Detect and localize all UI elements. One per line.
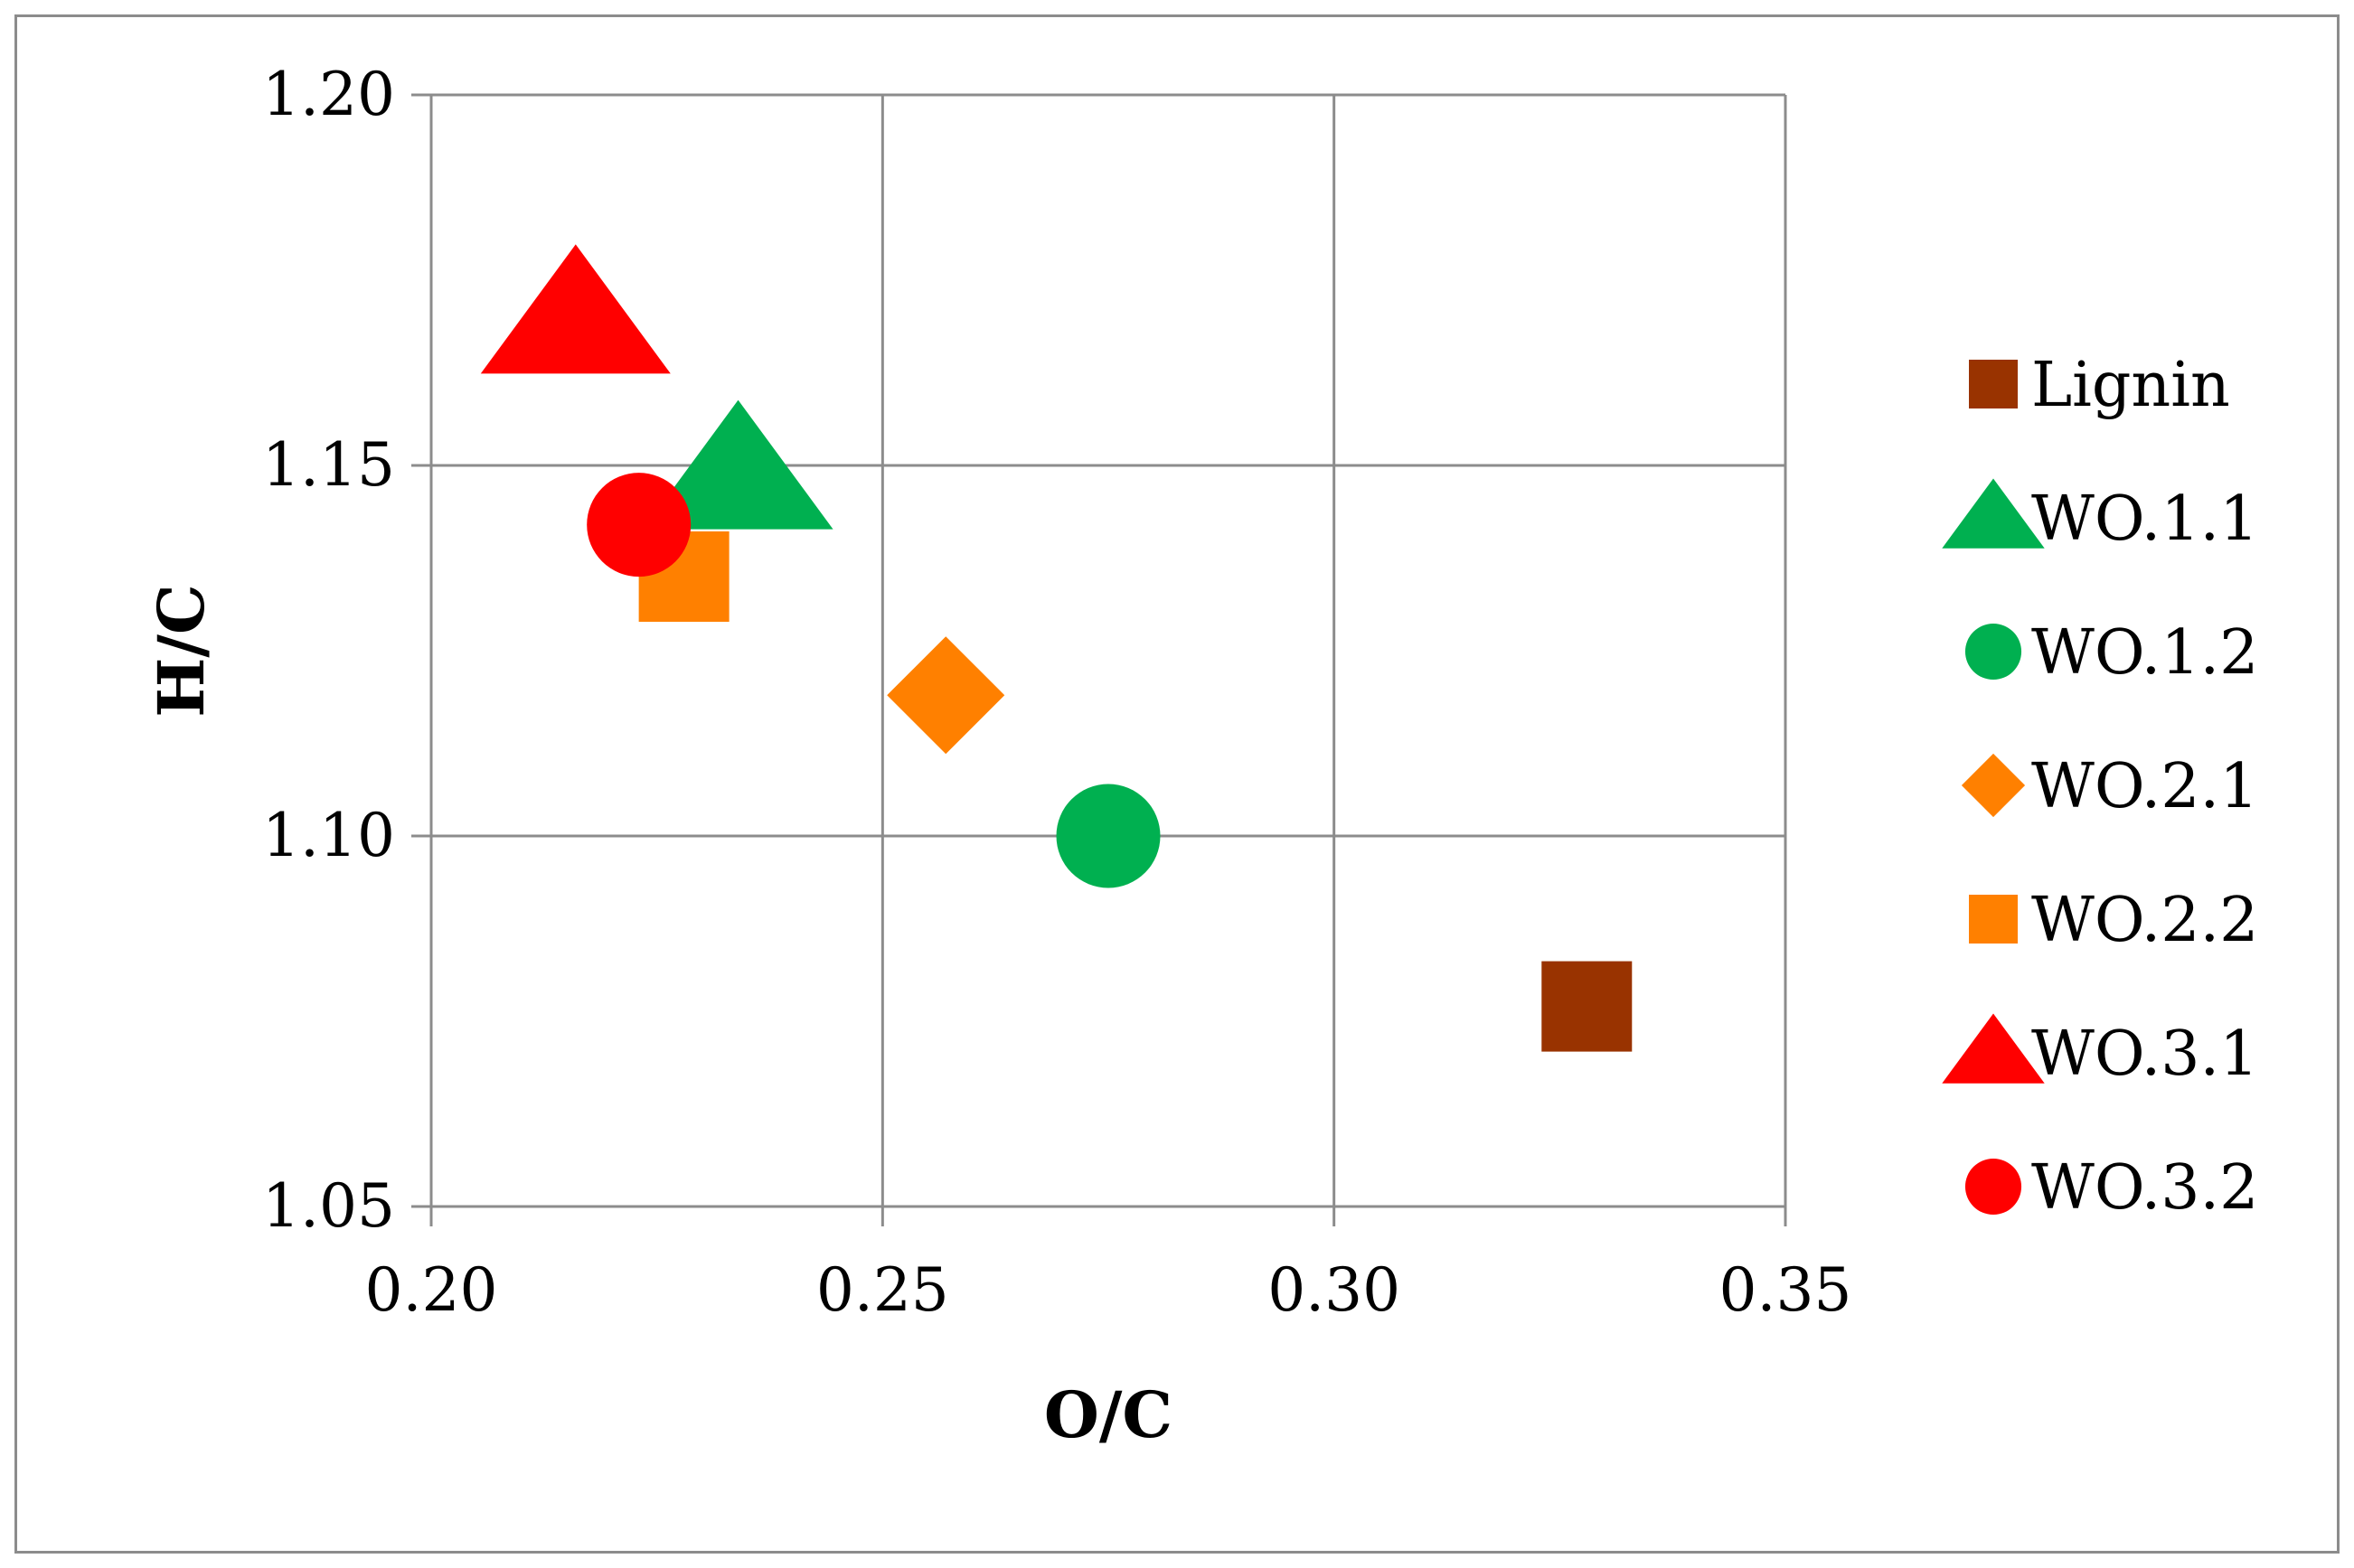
legend-label: WO.3.2 (2031, 1152, 2258, 1224)
x-tick-label: 0.30 (1267, 1255, 1400, 1325)
y-tick-label: 1.10 (262, 801, 395, 870)
y-tick-label: 1.05 (262, 1171, 395, 1241)
y-tick-label: 1.20 (262, 60, 395, 129)
axes (411, 93, 1787, 1226)
legend-label: WO.3.1 (2031, 1019, 2258, 1090)
legend-item-lignin: Lignin (1969, 350, 2230, 421)
point-lignin (1541, 961, 1633, 1052)
grid-lines (429, 93, 1787, 1208)
legend-item-wo-2-1: WO.2.1 (1961, 751, 2258, 822)
point-wo-1-2 (1056, 784, 1161, 888)
legend-marker-lignin (1969, 360, 2018, 408)
x-tick-label: 0.20 (365, 1255, 498, 1325)
legend-item-wo-1-2: WO.1.2 (1964, 617, 2258, 689)
point-wo-3-2 (587, 473, 692, 577)
x-tick-labels: 0.20 0.25 0.30 0.35 (365, 1255, 1852, 1325)
legend-label: WO.1.1 (2031, 484, 2258, 555)
y-axis-title: H/C (144, 584, 219, 717)
legend-marker-wo-3-2 (1964, 1158, 2022, 1216)
legend-marker-wo-2-2 (1969, 895, 2018, 944)
legend-label: WO.1.2 (2031, 617, 2258, 689)
point-wo-2-1 (887, 636, 1005, 755)
x-tick-label: 0.35 (1719, 1255, 1852, 1325)
legend-label: WO.2.1 (2031, 751, 2258, 822)
legend-item-wo-3-2: WO.3.2 (1964, 1152, 2258, 1224)
legend-label: Lignin (2031, 350, 2230, 421)
y-tick-labels: 1.05 1.10 1.15 1.20 (262, 60, 395, 1241)
x-axis-title: O/C (1044, 1377, 1172, 1452)
data-points (480, 244, 1633, 1052)
chart-frame (14, 14, 2340, 1554)
legend-marker-wo-3-1 (1942, 1013, 2045, 1084)
legend: Lignin WO.1.1 WO.1.2 WO.2.1 WO.2.2 WO.3.1 WO.3… (1942, 350, 2258, 1224)
legend-item-wo-3-1: WO.3.1 (1942, 1013, 2258, 1090)
legend-marker-wo-1-2 (1964, 623, 2022, 681)
legend-marker-wo-2-1 (1961, 753, 2026, 818)
point-wo-1-1 (643, 399, 833, 530)
legend-marker-wo-1-1 (1942, 478, 2045, 549)
x-tick-label: 0.25 (816, 1255, 949, 1325)
legend-item-wo-2-2: WO.2.2 (1969, 885, 2258, 956)
legend-label: WO.2.2 (2031, 885, 2258, 956)
legend-item-wo-1-1: WO.1.1 (1942, 478, 2258, 555)
y-tick-label: 1.15 (262, 430, 395, 500)
point-wo-3-1 (480, 244, 671, 374)
